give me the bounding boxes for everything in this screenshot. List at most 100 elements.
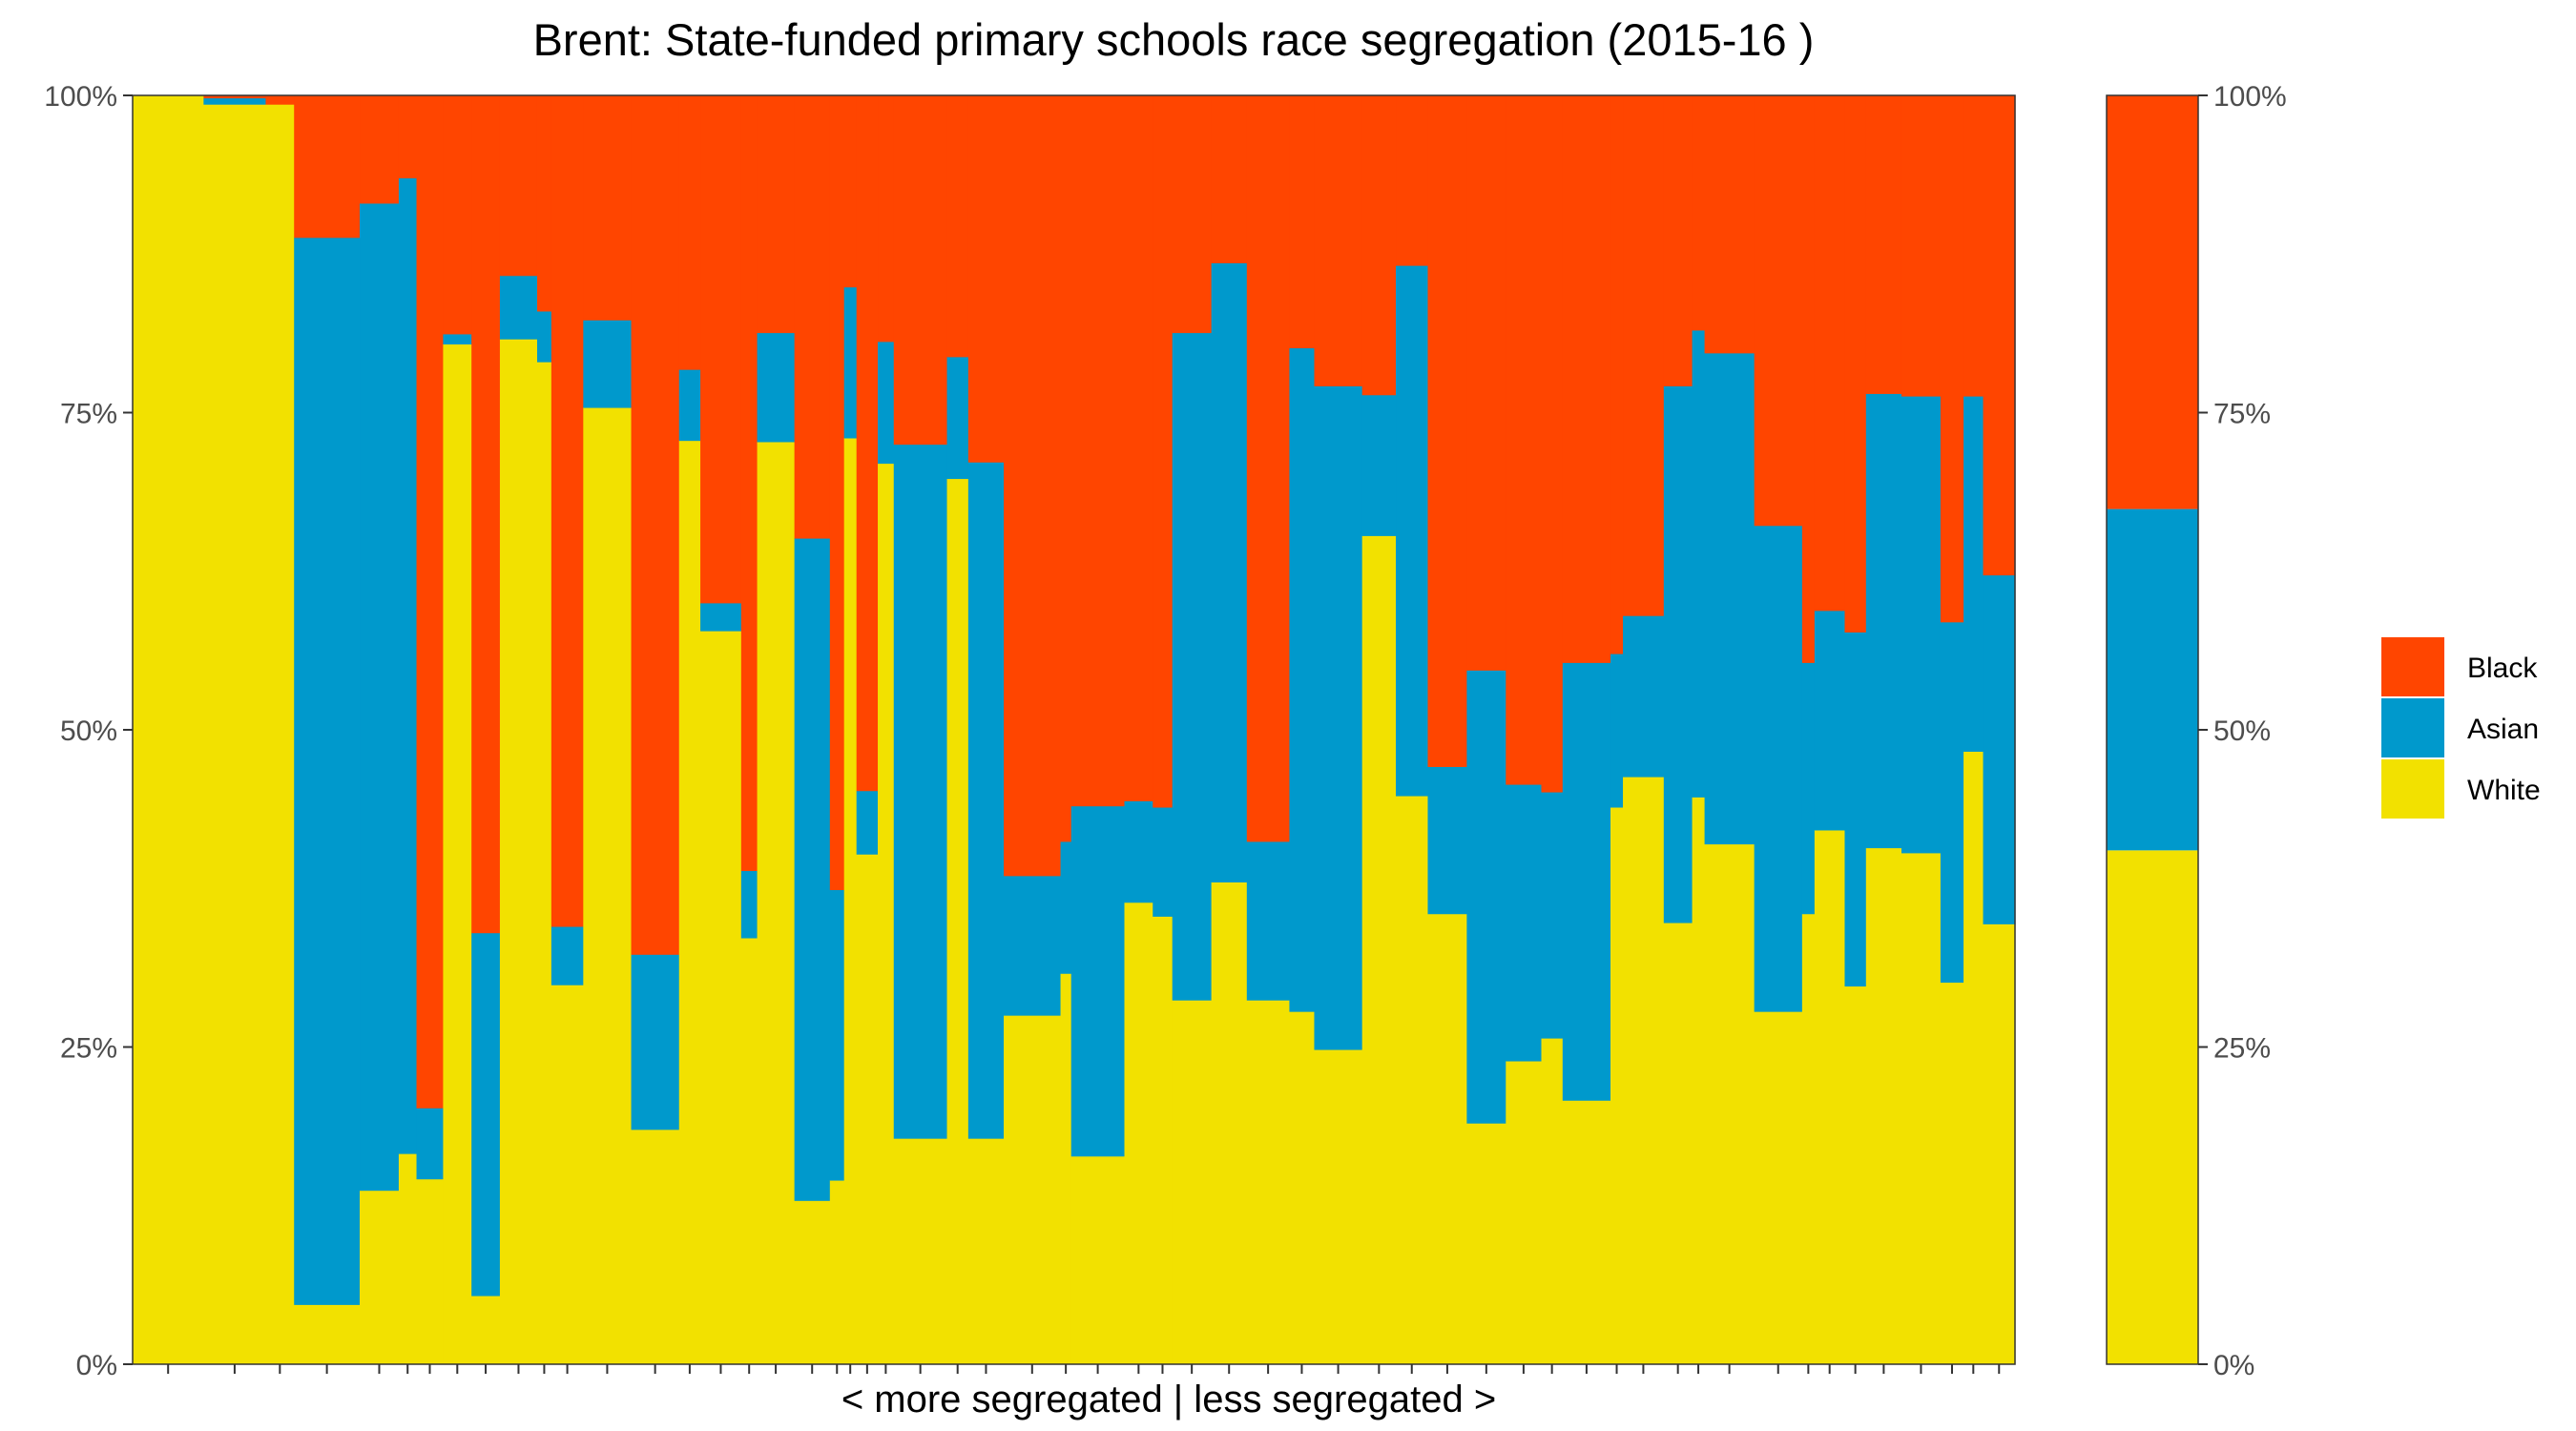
left-y-tick-label: 100% xyxy=(44,81,117,113)
bar-school-38-black xyxy=(1396,95,1429,266)
bar-school-36-white xyxy=(1314,1049,1363,1365)
bar-school-47-black xyxy=(1692,95,1706,331)
x-axis-ticks xyxy=(167,1364,2001,1374)
bar-school-9-white xyxy=(471,1296,501,1365)
bar-school-42-asian xyxy=(1541,792,1564,1039)
bar-school-36-black xyxy=(1314,95,1363,386)
bar-school-18-white xyxy=(757,442,796,1365)
bar-school-55-asian xyxy=(1940,621,1964,984)
bar-school-46-white xyxy=(1663,923,1693,1365)
bar-school-27-asian xyxy=(1004,875,1062,1016)
bar-school-28-asian xyxy=(1060,841,1072,974)
bar-school-45-white xyxy=(1623,777,1665,1365)
legend-label-black: Black xyxy=(2467,653,2538,684)
right-y-tick-label: 25% xyxy=(2213,1033,2271,1065)
bar-school-50-black xyxy=(1801,95,1816,663)
bar-school-40-asian xyxy=(1466,670,1506,1124)
right-y-tick-label: 50% xyxy=(2213,716,2271,747)
bar-school-53-black xyxy=(1865,95,1902,394)
bar-school-43-black xyxy=(1562,95,1611,663)
bar-school-14-white xyxy=(631,1129,680,1365)
bar-school-8-asian xyxy=(443,334,472,345)
bar-school-33-asian xyxy=(1211,262,1248,882)
bar-school-15-black xyxy=(678,95,701,370)
bar-school-51-asian xyxy=(1814,610,1846,831)
bar-school-25-black xyxy=(946,95,969,358)
bar-school-53-white xyxy=(1865,847,1902,1365)
bar-school-53-asian xyxy=(1865,393,1902,849)
bar-school-15-asian xyxy=(678,369,701,442)
bar-school-30-white xyxy=(1124,902,1153,1365)
bar-school-54-white xyxy=(1901,853,1942,1365)
bar-school-3-white xyxy=(265,104,295,1365)
bar-school-21-asian xyxy=(843,286,858,439)
bar-school-18-black xyxy=(757,95,796,334)
bar-school-22-asian xyxy=(856,790,879,855)
bar-school-41-asian xyxy=(1506,784,1543,1062)
bar-school-44-white xyxy=(1610,807,1624,1365)
bar-school-45-black xyxy=(1623,95,1665,616)
bar-school-22-white xyxy=(856,854,879,1365)
bar-school-55-black xyxy=(1940,95,1964,623)
bar-school-7-asian xyxy=(416,1108,445,1180)
bar-school-25-white xyxy=(946,478,969,1365)
bar-school-17-black xyxy=(740,95,758,872)
bar-school-23-black xyxy=(878,95,895,342)
bar-school-50-white xyxy=(1801,913,1816,1365)
bar-school-5-black xyxy=(360,95,400,204)
bar-school-16-black xyxy=(700,95,742,604)
bar-school-43-asian xyxy=(1562,662,1611,1101)
bar-school-32-black xyxy=(1172,95,1213,334)
bar-school-41-black xyxy=(1506,95,1543,785)
right-y-axis: 0% 25% 50% 75% 100% xyxy=(2198,81,2287,1381)
bar-school-16-white xyxy=(700,631,742,1365)
left-y-tick-label: 75% xyxy=(60,399,117,430)
bar-school-36-asian xyxy=(1314,385,1363,1050)
bar-school-10-black xyxy=(499,95,538,277)
bar-school-33-white xyxy=(1211,881,1248,1365)
bar-school-34-white xyxy=(1246,1000,1291,1365)
bar-school-20-black xyxy=(829,95,845,890)
bar-school-40-white xyxy=(1466,1123,1506,1365)
bar-school-46-asian xyxy=(1663,385,1693,923)
legend-label-asian: Asian xyxy=(2467,714,2539,745)
bar-school-31-asian xyxy=(1153,807,1174,917)
bar-school-35-white xyxy=(1289,1011,1316,1365)
bar-school-12-white xyxy=(551,985,584,1365)
bar-school-23-asian xyxy=(878,342,895,465)
bar-school-57-white xyxy=(1983,923,2016,1365)
bar-school-10-white xyxy=(499,339,538,1365)
bar-school-1-white xyxy=(133,95,204,1365)
bar-school-49-black xyxy=(1754,95,1803,527)
bar-school-11-black xyxy=(536,95,552,312)
bar-school-19-black xyxy=(794,95,831,539)
left-y-tick-label: 50% xyxy=(60,716,117,747)
bar-school-56-asian xyxy=(1963,396,1984,753)
legend: Black Asian White xyxy=(2381,637,2541,819)
bar-school-6-asian xyxy=(398,177,418,1154)
bar-school-3-black xyxy=(265,95,295,105)
bar-school-30-asian xyxy=(1124,800,1153,903)
bar-school-20-asian xyxy=(829,889,845,1181)
bar-school-6-white xyxy=(398,1153,418,1365)
right-y-tick-label: 0% xyxy=(2213,1350,2254,1381)
bar-school-56-white xyxy=(1963,751,1984,1365)
bar-school-4-asian xyxy=(294,237,361,1305)
legend-key-white xyxy=(2381,759,2444,819)
bar-school-34-asian xyxy=(1246,841,1291,1001)
left-y-tick-label: 25% xyxy=(60,1033,117,1065)
bar-school-52-white xyxy=(1844,985,1867,1365)
bar-school-44-asian xyxy=(1610,653,1624,808)
bar-school-31-black xyxy=(1153,95,1174,808)
bar-school-52-asian xyxy=(1844,632,1867,987)
bar-school-14-black xyxy=(631,95,680,955)
bar-school-32-white xyxy=(1172,1000,1213,1365)
bar-school-43-white xyxy=(1562,1100,1611,1365)
right-y-tick-label: 100% xyxy=(2213,81,2287,113)
bar-school-30-black xyxy=(1124,95,1153,801)
bar-school-25-asian xyxy=(946,356,969,480)
bar-school-12-black xyxy=(551,95,584,927)
bar-school-5-white xyxy=(360,1190,400,1365)
bar-overall-asian xyxy=(2107,508,2198,851)
bar-school-39-black xyxy=(1427,95,1467,767)
